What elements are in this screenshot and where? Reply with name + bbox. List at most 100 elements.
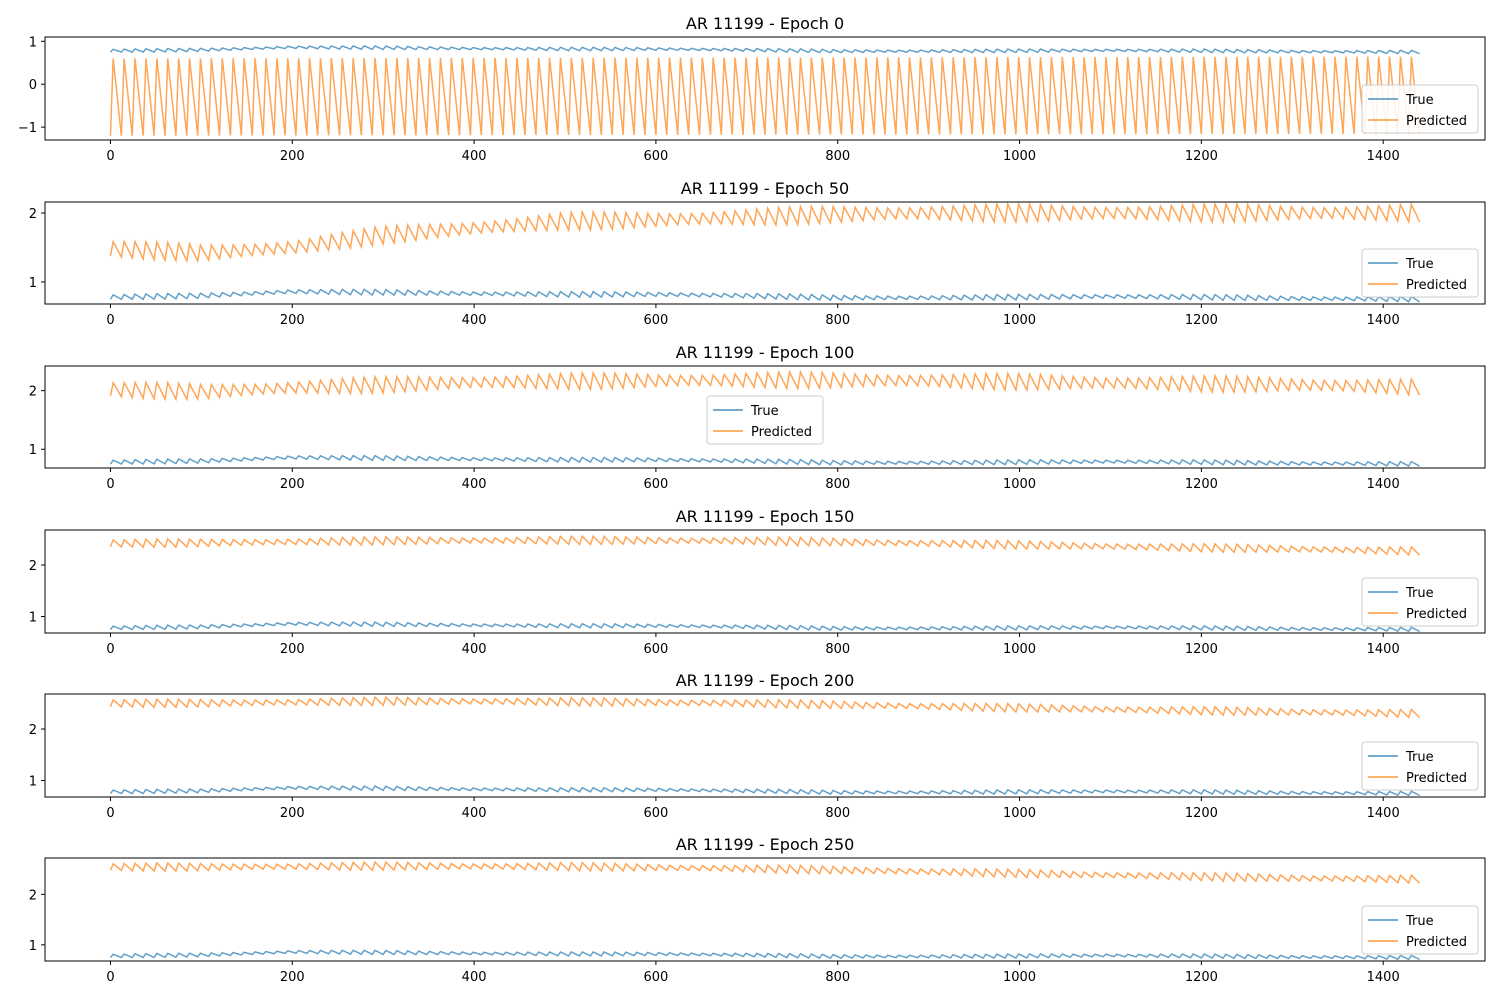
x-tick-label: 800 bbox=[825, 313, 850, 328]
series-line-true bbox=[109, 785, 1420, 797]
series-line-predicted bbox=[109, 56, 1421, 136]
x-tick-label: 0 bbox=[106, 806, 114, 821]
x-tick-label: 1200 bbox=[1185, 477, 1218, 492]
subplot-3: AR 11199 - Epoch 150 0 200 400 600 800 1000 120… bbox=[29, 507, 1486, 657]
legend-label: Predicted bbox=[751, 425, 812, 440]
subplot-2: AR 11199 - Epoch 100 0 200 400 600 800 1000 120… bbox=[29, 343, 1486, 492]
y-tick-label: 1 bbox=[29, 443, 37, 458]
x-tick-label: 1400 bbox=[1367, 806, 1400, 821]
x-tick-label: 400 bbox=[462, 149, 487, 164]
subplot-4: AR 11199 - Epoch 200 0 200 400 600 800 1000 120… bbox=[29, 671, 1486, 821]
x-tick-label: 400 bbox=[462, 313, 487, 328]
chart-title: AR 11199 - Epoch 100 bbox=[676, 343, 855, 362]
series-line-true bbox=[109, 949, 1420, 961]
x-tick-label: 800 bbox=[825, 149, 850, 164]
y-tick-label: −1 bbox=[18, 121, 37, 136]
chart-title: AR 11199 - Epoch 50 bbox=[681, 179, 849, 198]
y-tick-label: 0 bbox=[29, 78, 37, 93]
x-tick-label: 200 bbox=[280, 970, 305, 985]
x-tick-label: 400 bbox=[462, 642, 487, 657]
x-tick-label: 400 bbox=[462, 970, 487, 985]
x-tick-label: 1200 bbox=[1185, 642, 1218, 657]
x-tick-label: 0 bbox=[106, 642, 114, 657]
x-tick-label: 800 bbox=[825, 970, 850, 985]
series-line-predicted bbox=[109, 695, 1421, 719]
axes-frame bbox=[44, 201, 1486, 305]
x-tick-label: 200 bbox=[280, 806, 305, 821]
y-tick-label: 2 bbox=[29, 207, 37, 222]
x-tick-label: 0 bbox=[106, 970, 114, 985]
axes-frame bbox=[44, 365, 1486, 469]
y-tick-label: 1 bbox=[29, 276, 37, 291]
y-tick-label: 2 bbox=[29, 385, 37, 400]
legend-label: True bbox=[1405, 93, 1434, 108]
y-tick-label: 2 bbox=[29, 559, 37, 574]
legend: True Predicted bbox=[1361, 905, 1479, 955]
y-tick-label: 2 bbox=[29, 888, 37, 903]
x-tick-label: 1000 bbox=[1003, 642, 1036, 657]
y-tick-label: 1 bbox=[29, 939, 37, 954]
x-tick-label: 1200 bbox=[1185, 149, 1218, 164]
legend-label: Predicted bbox=[1406, 607, 1467, 622]
chart-title: AR 11199 - Epoch 250 bbox=[676, 835, 855, 854]
x-tick-label: 0 bbox=[106, 313, 114, 328]
axes-frame bbox=[44, 529, 1486, 634]
legend-label: Predicted bbox=[1406, 935, 1467, 950]
x-tick-label: 600 bbox=[643, 149, 668, 164]
x-tick-label: 400 bbox=[462, 477, 487, 492]
x-tick-label: 1000 bbox=[1003, 970, 1036, 985]
x-tick-label: 1000 bbox=[1003, 806, 1036, 821]
series-line-predicted bbox=[109, 202, 1421, 264]
legend: True Predicted bbox=[706, 395, 824, 445]
x-tick-label: 400 bbox=[462, 806, 487, 821]
x-tick-label: 0 bbox=[106, 477, 114, 492]
x-tick-label: 800 bbox=[825, 642, 850, 657]
legend-frame bbox=[1361, 741, 1479, 791]
axes-frame bbox=[44, 36, 1486, 141]
x-tick-label: 600 bbox=[643, 313, 668, 328]
y-tick-label: 1 bbox=[29, 775, 37, 790]
x-tick-label: 1400 bbox=[1367, 149, 1400, 164]
series-line-true bbox=[109, 621, 1420, 633]
y-tick-label: 1 bbox=[29, 611, 37, 626]
series-line-predicted bbox=[109, 534, 1421, 557]
y-tick-label: 1 bbox=[29, 35, 37, 50]
x-tick-label: 600 bbox=[643, 642, 668, 657]
axes-frame bbox=[44, 857, 1486, 962]
x-tick-label: 600 bbox=[643, 806, 668, 821]
x-tick-label: 1400 bbox=[1367, 477, 1400, 492]
x-tick-label: 1200 bbox=[1185, 806, 1218, 821]
legend-frame bbox=[706, 395, 824, 445]
series-line-predicted bbox=[109, 860, 1421, 885]
x-tick-label: 200 bbox=[280, 642, 305, 657]
x-tick-label: 1200 bbox=[1185, 970, 1218, 985]
legend-label: True bbox=[1405, 586, 1434, 601]
chart-title: AR 11199 - Epoch 200 bbox=[676, 671, 855, 690]
legend: True Predicted bbox=[1361, 84, 1479, 134]
x-tick-label: 1000 bbox=[1003, 313, 1036, 328]
legend-frame bbox=[1361, 905, 1479, 955]
subplot-0: AR 11199 - Epoch 0 0 200 400 600 800 1000 1200 1… bbox=[18, 14, 1486, 164]
legend: True Predicted bbox=[1361, 741, 1479, 791]
legend: True Predicted bbox=[1361, 248, 1479, 298]
axes-frame bbox=[44, 693, 1486, 798]
x-tick-label: 0 bbox=[106, 149, 114, 164]
series-line-predicted bbox=[109, 369, 1421, 402]
series-line-true bbox=[109, 288, 1420, 303]
legend-label: Predicted bbox=[1406, 278, 1467, 293]
subplot-5: AR 11199 - Epoch 250 0 200 400 600 800 1000 120… bbox=[29, 835, 1486, 985]
legend-label: True bbox=[750, 404, 779, 419]
x-tick-label: 200 bbox=[280, 149, 305, 164]
x-tick-label: 200 bbox=[280, 477, 305, 492]
chart-title: AR 11199 - Epoch 150 bbox=[676, 507, 855, 526]
x-tick-label: 200 bbox=[280, 313, 305, 328]
legend-label: True bbox=[1405, 257, 1434, 272]
x-tick-label: 1200 bbox=[1185, 313, 1218, 328]
x-tick-label: 1400 bbox=[1367, 313, 1400, 328]
x-tick-label: 600 bbox=[643, 477, 668, 492]
legend-label: True bbox=[1405, 750, 1434, 765]
legend-frame bbox=[1361, 248, 1479, 298]
subplot-1: AR 11199 - Epoch 50 0 200 400 600 800 1000 1200… bbox=[29, 179, 1486, 328]
x-tick-label: 600 bbox=[643, 970, 668, 985]
x-tick-label: 1000 bbox=[1003, 477, 1036, 492]
